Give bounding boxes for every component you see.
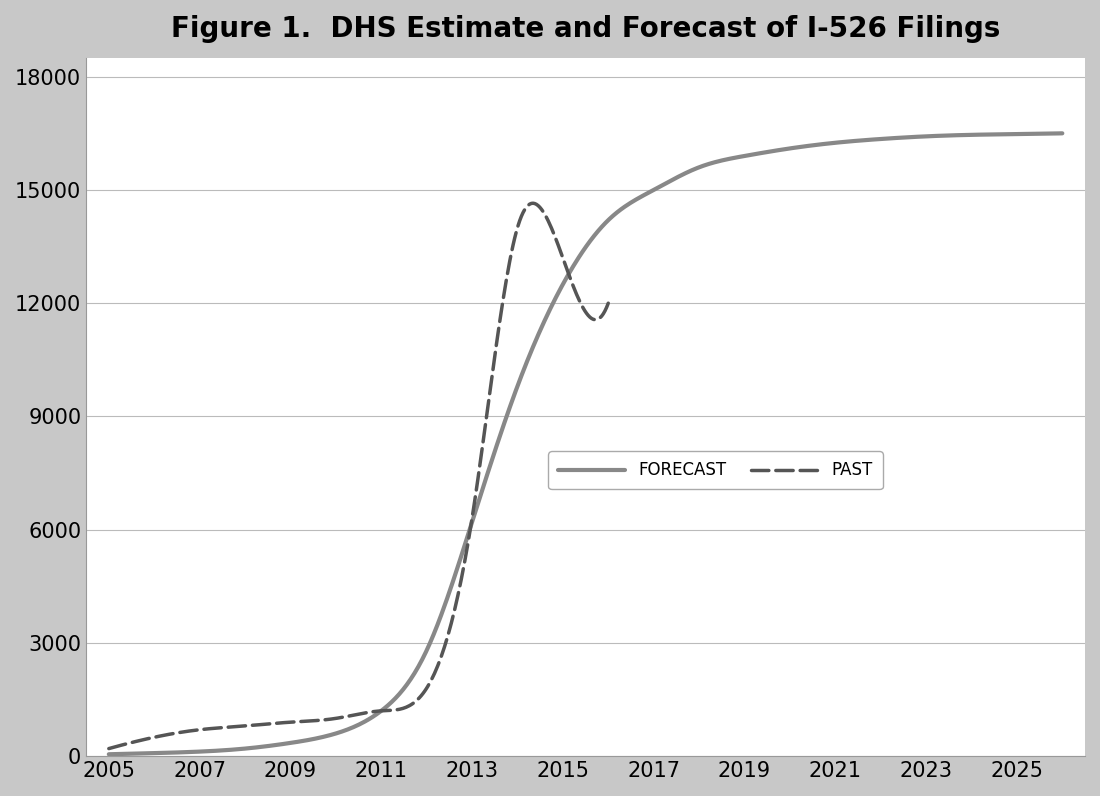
Line: PAST: PAST (109, 203, 608, 748)
FORECAST (618, 202, 631, 212)
PAST (527, 198, 540, 208)
Legend: FORECAST, PAST: FORECAST, PAST (548, 451, 882, 490)
FORECAST (1033, 129, 1046, 139)
FORECAST (670, 173, 683, 182)
FORECAST (556, 282, 569, 291)
FORECAST (102, 750, 116, 759)
FORECAST (883, 134, 896, 143)
PAST (408, 697, 421, 707)
PAST (557, 254, 570, 263)
PAST (399, 702, 412, 712)
PAST (524, 199, 537, 209)
FORECAST (561, 271, 574, 281)
PAST (102, 743, 116, 753)
PAST (398, 703, 411, 712)
PAST (103, 743, 117, 753)
Line: FORECAST: FORECAST (109, 133, 1063, 755)
Title: Figure 1.  DHS Estimate and Forecast of I-526 Filings: Figure 1. DHS Estimate and Forecast of I… (170, 15, 1000, 43)
PAST (602, 298, 615, 308)
FORECAST (1056, 128, 1069, 138)
